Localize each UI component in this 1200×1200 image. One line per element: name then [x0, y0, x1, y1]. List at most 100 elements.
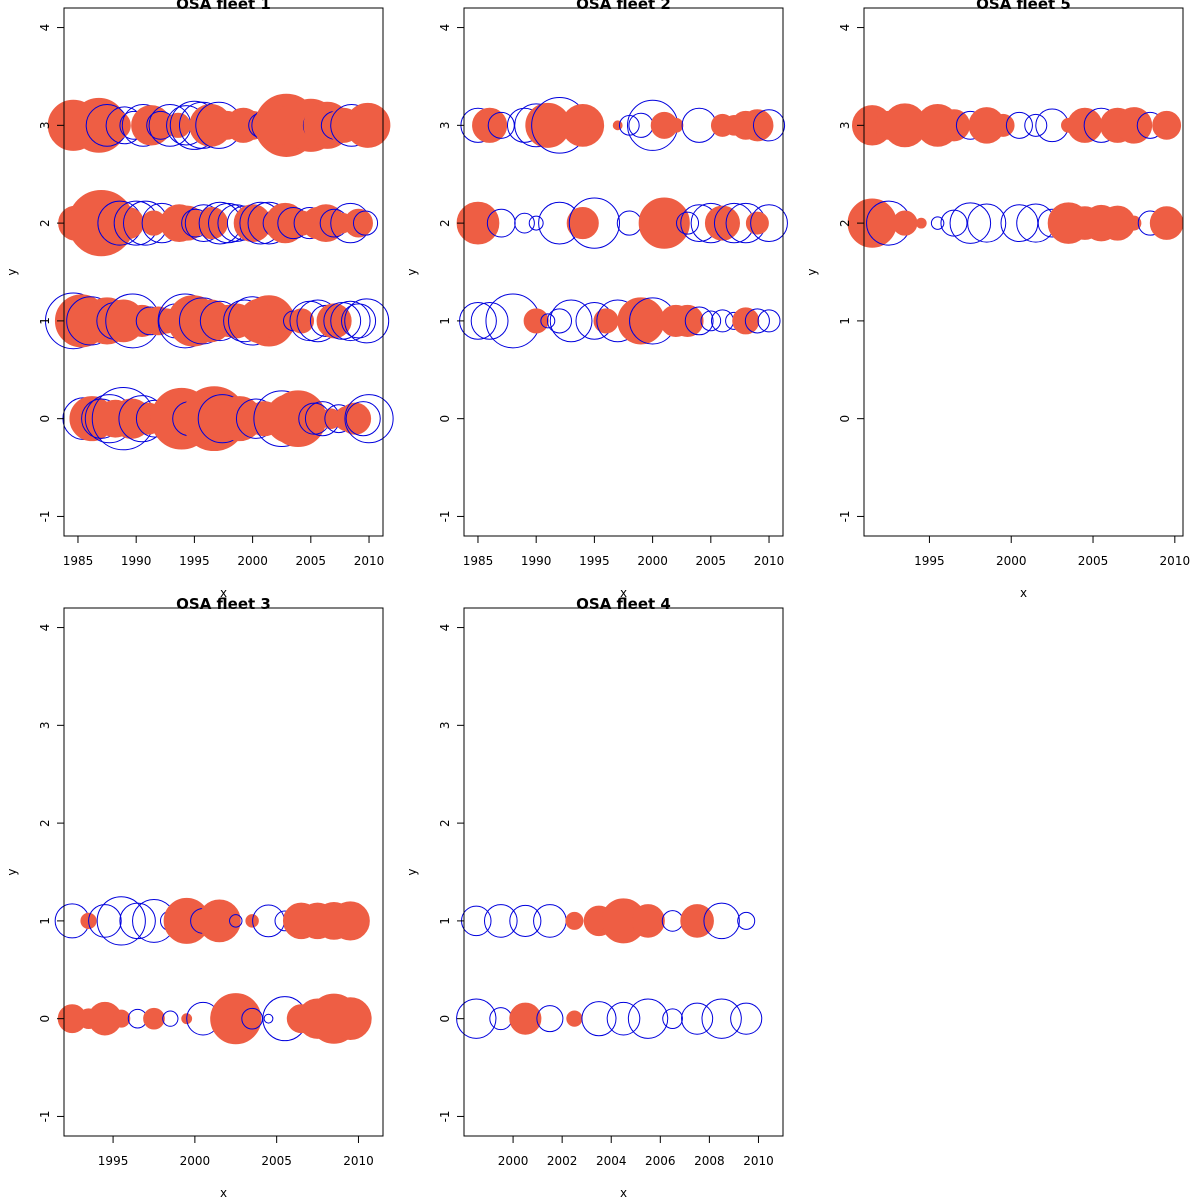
y-tick-label: 4: [838, 24, 852, 32]
y-tick-label: 2: [438, 219, 452, 227]
x-axis-label: x: [1020, 586, 1027, 600]
positive-residual-bubble: [638, 197, 690, 249]
y-tick-label: 1: [438, 317, 452, 325]
negative-residual-bubble: [330, 300, 371, 342]
y-tick-label: 0: [838, 415, 852, 423]
positive-residual-bubble: [330, 901, 370, 941]
negative-residual-bubble: [96, 896, 146, 946]
panel-title: OSA fleet 4: [576, 595, 671, 613]
y-tick-label: 3: [438, 722, 452, 730]
x-tick-label: 2006: [645, 1154, 676, 1168]
negative-residual-bubble: [88, 904, 122, 938]
positive-residual-bubble: [112, 1009, 131, 1028]
positive-residual-bubble: [745, 211, 769, 235]
x-tick-label: 1990: [121, 554, 152, 568]
positive-residual-bubble: [1115, 107, 1153, 144]
negative-residual-bubble: [344, 298, 390, 344]
panel-title: OSA fleet 5: [976, 0, 1071, 13]
y-tick-label: 3: [38, 122, 52, 130]
negative-residual-bubble: [616, 210, 642, 236]
y-tick-label: 3: [38, 722, 52, 730]
positive-residual-bubble: [509, 1002, 542, 1035]
negative-residual-bubble: [627, 998, 669, 1039]
x-axis-label: x: [620, 586, 627, 600]
plot-frame: [63, 607, 384, 1137]
bubble-group: [456, 97, 788, 349]
x-axis: 1995 2000 2005 2010 x: [914, 535, 1191, 600]
x-tick-label: 1995: [98, 1154, 129, 1168]
y-axis: -1 0 1 2 3 4 y: [5, 24, 65, 522]
panel-title: OSA fleet 1: [176, 0, 271, 13]
y-tick-label: -1: [38, 510, 52, 522]
negative-residual-bubble: [744, 308, 770, 334]
plot-frame: [63, 7, 384, 537]
x-axis: 1995 2000 2005 2010 x: [98, 1135, 374, 1200]
positive-residual-bubble: [1067, 107, 1103, 143]
positive-residual-bubble: [1152, 110, 1182, 140]
x-axis-label: x: [620, 1186, 627, 1200]
negative-residual-bubble: [540, 313, 556, 329]
positive-residual-bubble: [210, 993, 262, 1045]
negative-residual-bubble: [229, 914, 243, 928]
negative-residual-bubble: [345, 401, 381, 437]
x-tick-label: 2000: [237, 554, 268, 568]
negative-residual-bubble: [628, 112, 654, 138]
y-tick-label: -1: [438, 1110, 452, 1122]
y-tick-label: 2: [438, 819, 452, 827]
negative-residual-bubble: [676, 211, 700, 235]
y-axis: -1 0 1 2 3 4 y: [405, 24, 465, 522]
y-tick-label: 2: [838, 219, 852, 227]
x-tick-label: 2002: [547, 1154, 578, 1168]
negative-residual-bubble: [470, 301, 509, 340]
negative-residual-bubble: [549, 299, 593, 343]
bubble-group: [847, 103, 1184, 248]
negative-residual-bubble: [344, 394, 394, 444]
positive-residual-bubble: [131, 105, 172, 146]
positive-residual-bubble: [143, 1007, 165, 1030]
x-tick-label: 2005: [261, 1154, 292, 1168]
x-tick-label: 2010: [354, 554, 385, 568]
positive-residual-bubble: [288, 308, 315, 334]
panel-5: OSA fleet 4 2000 2002 2004 2006 2008 2010 x -1 0 1…: [405, 595, 784, 1200]
x-tick-label: 2010: [1160, 554, 1191, 568]
x-tick-label: 2000: [498, 1154, 529, 1168]
negative-residual-bubble: [662, 1008, 683, 1030]
y-tick-label: 4: [38, 624, 52, 632]
negative-residual-bubble: [730, 1002, 763, 1035]
negative-residual-bubble: [757, 309, 781, 333]
x-tick-label: 1995: [914, 554, 945, 568]
y-tick-label: 1: [38, 317, 52, 325]
y-tick-label: 4: [38, 24, 52, 32]
x-axis: 1985 1990 1995 2000 2005 2010 x: [463, 535, 784, 600]
x-tick-label: 2005: [1078, 554, 1109, 568]
positive-residual-bubble: [165, 112, 191, 138]
positive-residual-bubble: [915, 217, 927, 229]
positive-residual-bubble: [1149, 206, 1184, 240]
y-tick-label: 0: [38, 1015, 52, 1023]
plot-frame: [463, 607, 784, 1137]
positive-residual-bubble: [523, 308, 549, 334]
positive-residual-bubble: [741, 109, 774, 142]
x-tick-label: 2000: [996, 554, 1027, 568]
positive-residual-bubble: [198, 899, 241, 943]
y-tick-label: 4: [438, 624, 452, 632]
x-tick-label: 2010: [743, 1154, 774, 1168]
y-tick-label: -1: [838, 510, 852, 522]
y-tick-label: 0: [38, 415, 52, 423]
y-tick-label: 2: [38, 819, 52, 827]
negative-residual-bubble: [750, 204, 788, 243]
y-tick-label: 0: [438, 1015, 452, 1023]
y-axis-label: y: [405, 268, 419, 275]
negative-residual-bubble: [528, 215, 544, 231]
positive-residual-bubble: [345, 102, 391, 148]
x-tick-label: 2010: [343, 1154, 374, 1168]
y-axis: -1 0 1 2 3 4 y: [805, 24, 865, 522]
negative-residual-bubble: [703, 902, 740, 940]
negative-residual-bubble: [461, 905, 492, 937]
negative-residual-bubble: [581, 1001, 617, 1037]
y-tick-label: 3: [838, 122, 852, 130]
negative-residual-bubble: [737, 911, 756, 930]
negative-residual-bubble: [456, 998, 497, 1039]
negative-residual-bubble: [546, 308, 573, 334]
